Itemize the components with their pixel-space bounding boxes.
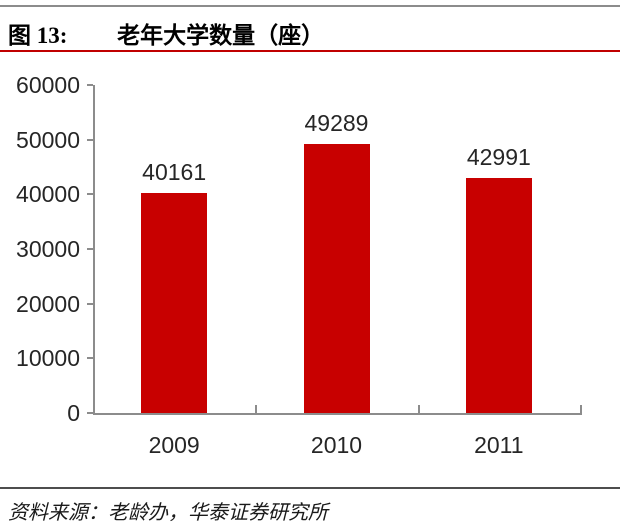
x-axis-end-tick bbox=[580, 405, 582, 413]
y-axis-tick-label: 10000 bbox=[16, 345, 80, 372]
y-axis-tick bbox=[87, 412, 93, 414]
y-axis-tick bbox=[87, 84, 93, 86]
x-axis-line bbox=[93, 413, 582, 415]
bar-2010 bbox=[303, 143, 370, 413]
y-axis-tick-label: 50000 bbox=[16, 126, 80, 153]
title-divider bbox=[0, 50, 620, 52]
y-axis-tick-label: 0 bbox=[67, 400, 80, 426]
footer-divider bbox=[0, 487, 620, 489]
y-axis-tick bbox=[87, 357, 93, 360]
x-axis-category-label: 2011 bbox=[474, 432, 524, 458]
bar-value-label: 42991 bbox=[466, 143, 531, 170]
x-axis-category-label: 2009 bbox=[148, 432, 200, 458]
y-axis-tick-label: 30000 bbox=[16, 236, 80, 262]
bar-2009 bbox=[141, 193, 208, 413]
bar-value-label: 49289 bbox=[304, 109, 369, 136]
y-axis-tick bbox=[87, 302, 93, 305]
source-note: 资料来源：老龄办，华泰证券研究所 bbox=[8, 502, 328, 524]
figure-number: 图 13: bbox=[8, 23, 68, 48]
bar-2011 bbox=[465, 177, 532, 413]
y-axis-tick bbox=[87, 138, 93, 141]
y-axis-tick bbox=[87, 248, 93, 250]
y-axis-tick-label: 20000 bbox=[16, 290, 80, 317]
top-divider bbox=[0, 5, 620, 7]
x-axis-boundary-tick bbox=[417, 405, 420, 413]
y-axis-line bbox=[93, 85, 95, 415]
y-axis-tick bbox=[87, 193, 93, 196]
bar-value-label: 40161 bbox=[142, 159, 207, 186]
figure-title-row: 图 13: 老年大学数量（座） bbox=[8, 16, 324, 50]
x-axis-boundary-tick bbox=[255, 405, 258, 413]
figure-title: 老年大学数量（座） bbox=[117, 23, 325, 48]
y-axis-tick-label: 40000 bbox=[16, 181, 80, 208]
y-axis-tick-label: 60000 bbox=[16, 72, 80, 98]
x-axis-category-label: 2010 bbox=[310, 432, 363, 458]
